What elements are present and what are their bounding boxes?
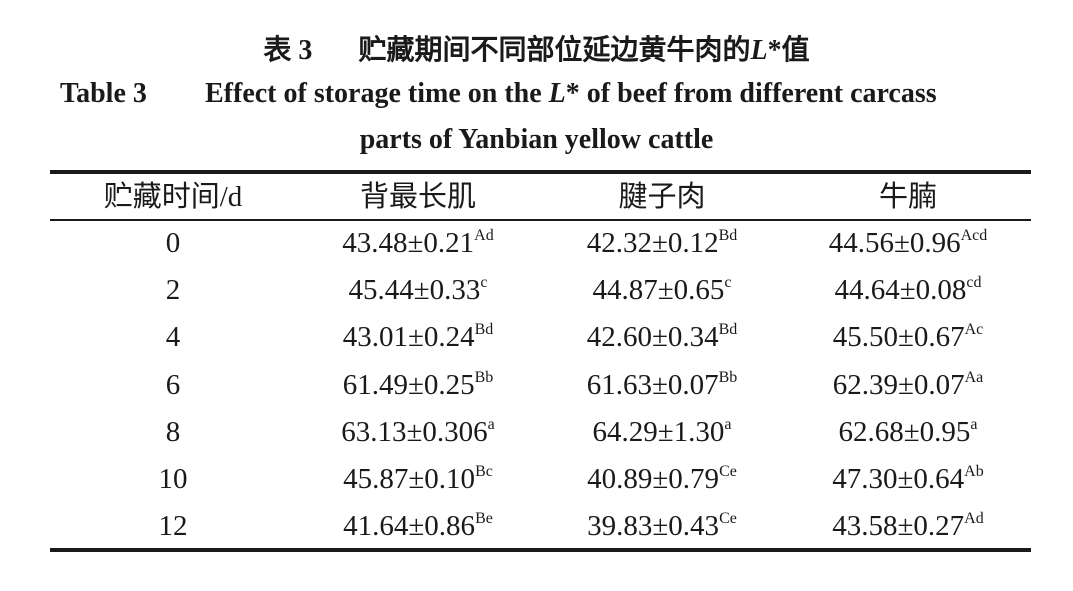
time-cell: 8 xyxy=(165,415,181,448)
value: 45.87±0.10 xyxy=(343,463,476,495)
value-cell: 63.13±0.306a xyxy=(298,409,538,456)
value: 43.48±0.21 xyxy=(342,227,475,259)
significance: Ad xyxy=(474,227,494,244)
significance: Be xyxy=(475,510,493,528)
title-text: Effect of storage time on the xyxy=(205,78,549,109)
significance: Bb xyxy=(474,368,494,386)
value: 61.63±0.07 xyxy=(586,368,719,401)
value-cell: 40.89±0.79Ce xyxy=(542,456,782,503)
column-header: 腱子肉 xyxy=(618,181,706,213)
value-cell: 41.64±0.86Be xyxy=(298,503,538,550)
value: 63.13±0.306 xyxy=(341,415,488,448)
value-cell: 45.44±0.33c xyxy=(298,267,538,314)
title-en-line2: parts of Yanbian yellow cattle xyxy=(359,124,714,155)
significance: Ce xyxy=(719,510,737,528)
significance: c xyxy=(480,274,488,292)
value-cell: 43.58±0.27Ad xyxy=(788,503,1028,550)
value-cell: 44.56±0.96Acd xyxy=(788,220,1028,267)
value: 41.64±0.86 xyxy=(343,510,476,543)
time-cell: 12 xyxy=(158,510,188,543)
value: 62.39±0.07 xyxy=(832,368,965,401)
value-cell: 61.63±0.07Bb xyxy=(542,362,782,409)
time-cell: 10 xyxy=(158,463,188,495)
significance: Acd xyxy=(960,227,988,244)
significance: cd xyxy=(966,274,982,292)
value: 42.60±0.34 xyxy=(586,321,719,354)
value-cell: 62.39±0.07Aa xyxy=(788,362,1028,409)
significance: a xyxy=(487,415,495,433)
title-italic: L xyxy=(548,78,566,109)
value: 44.64±0.08 xyxy=(834,274,967,307)
significance: Bb xyxy=(718,368,738,386)
column-header: 贮藏时间/d xyxy=(103,181,243,213)
bottom-rule xyxy=(50,548,1031,552)
value: 44.56±0.96 xyxy=(828,227,961,259)
title-label: 表 3 xyxy=(263,35,313,66)
column-header: 牛腩 xyxy=(878,181,937,213)
value: 44.87±0.65 xyxy=(592,274,725,307)
title-cn: 表 3 贮藏期间不同部位延边黄牛肉的L*值 xyxy=(0,28,1073,68)
value: 62.68±0.95 xyxy=(838,415,971,448)
column-header: 背最长肌 xyxy=(359,181,476,213)
title-label: Table 3 xyxy=(60,78,147,109)
significance: Aa xyxy=(964,368,984,386)
value: 43.01±0.24 xyxy=(342,321,475,354)
value: 39.83±0.43 xyxy=(587,510,720,543)
significance: a xyxy=(970,415,978,433)
significance: Bd xyxy=(718,227,738,244)
value: 61.49±0.25 xyxy=(342,368,475,401)
value: 42.32±0.12 xyxy=(586,227,719,259)
significance: c xyxy=(724,274,732,292)
time-cell: 4 xyxy=(165,321,181,354)
value: 64.29±1.30 xyxy=(592,415,725,448)
value: 45.44±0.33 xyxy=(348,274,481,307)
value-cell: 64.29±1.30a xyxy=(542,409,782,456)
value-cell: 44.64±0.08cd xyxy=(788,267,1028,314)
significance: Bd xyxy=(718,321,738,339)
value-cell: 45.50±0.67Ac xyxy=(788,314,1028,361)
significance: Ab xyxy=(964,463,984,480)
value: 43.58±0.27 xyxy=(832,510,965,543)
significance: Ce xyxy=(719,463,737,480)
time-cell: 0 xyxy=(165,227,181,259)
title-tail: * of beef from different carcass xyxy=(565,78,937,109)
header-rule xyxy=(50,219,1031,221)
value-cell: 45.87±0.10Bc xyxy=(298,456,538,503)
value: 40.89±0.79 xyxy=(587,463,720,495)
value-cell: 42.60±0.34Bd xyxy=(542,314,782,361)
top-rule xyxy=(50,170,1031,174)
title-italic: L xyxy=(750,35,768,66)
value: 45.50±0.67 xyxy=(832,321,965,354)
title-tail: *值 xyxy=(767,35,810,66)
value-cell: 43.48±0.21Ad xyxy=(298,220,538,267)
value-cell: 47.30±0.64Ab xyxy=(788,456,1028,503)
value-cell: 61.49±0.25Bb xyxy=(298,362,538,409)
time-cell: 6 xyxy=(165,368,181,401)
time-cell: 2 xyxy=(165,274,181,307)
title-text: 贮藏期间不同部位延边黄牛肉的 xyxy=(358,35,751,66)
value-cell: 43.01±0.24Bd xyxy=(298,314,538,361)
significance: Bc xyxy=(475,463,493,480)
value-cell: 42.32±0.12Bd xyxy=(542,220,782,267)
significance: Bd xyxy=(474,321,494,339)
significance: Ad xyxy=(964,510,984,528)
value-cell: 39.83±0.43Ce xyxy=(542,503,782,550)
value-cell: 62.68±0.95a xyxy=(788,409,1028,456)
value-cell: 44.87±0.65c xyxy=(542,267,782,314)
value: 47.30±0.64 xyxy=(832,463,965,495)
significance: a xyxy=(724,415,732,433)
title-text-group: Effect of storage time on the L* of beef… xyxy=(205,78,937,110)
significance: Ac xyxy=(964,321,984,339)
